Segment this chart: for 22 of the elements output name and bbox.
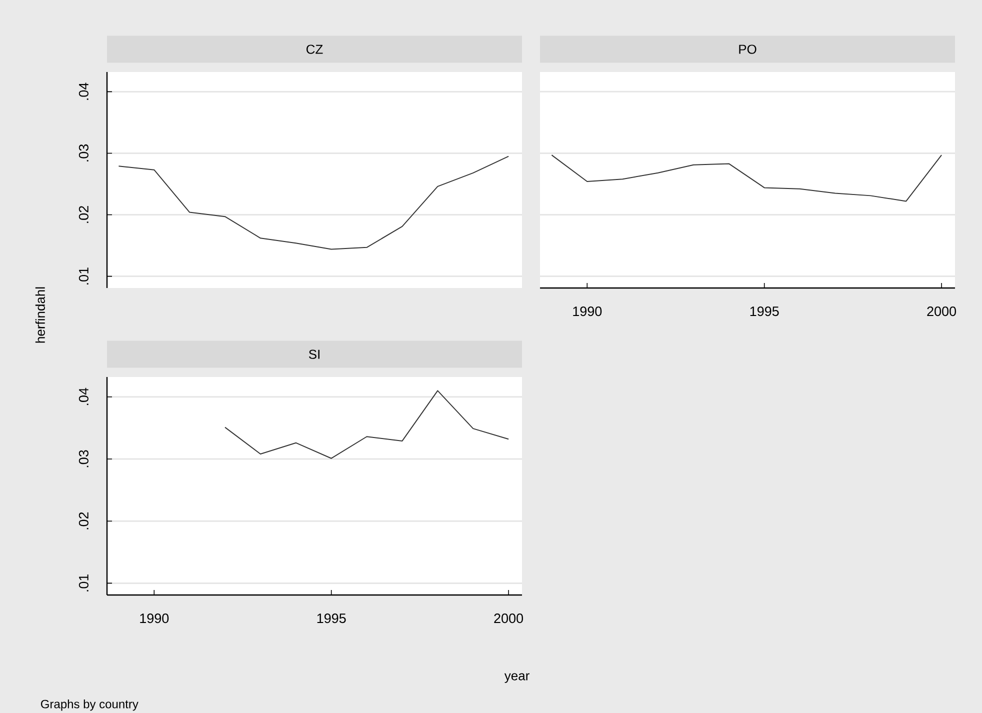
line-series: [118, 156, 510, 250]
y-tick-label: .04: [78, 82, 88, 100]
line-series: [224, 390, 510, 459]
x-tick-label: 1990: [140, 614, 169, 624]
chart-title: PO: [739, 44, 756, 54]
y-tick-label: .02: [78, 512, 88, 530]
text: Graphs by country: [40, 700, 138, 711]
y-tick-label: .01: [78, 574, 88, 592]
y-tick-label: .01: [78, 268, 88, 284]
chart-title: CZ: [306, 44, 323, 54]
chart-title: SI: [308, 350, 320, 359]
y-tick-label: .03: [78, 450, 88, 468]
x-tick-label: 2000: [494, 614, 524, 624]
y-tick-label: .04: [78, 388, 88, 406]
y-tick-label: .03: [78, 144, 88, 162]
x-tick-label: 1990: [573, 306, 602, 316]
x-tick-label: 1995: [750, 306, 779, 316]
x-tick-label: 1995: [317, 614, 346, 624]
x-axis-title: year: [504, 673, 530, 683]
x-tick-label: 2000: [927, 306, 956, 316]
y-axis-title: herfindahl: [35, 287, 45, 343]
y-tick-label: .02: [78, 206, 88, 223]
